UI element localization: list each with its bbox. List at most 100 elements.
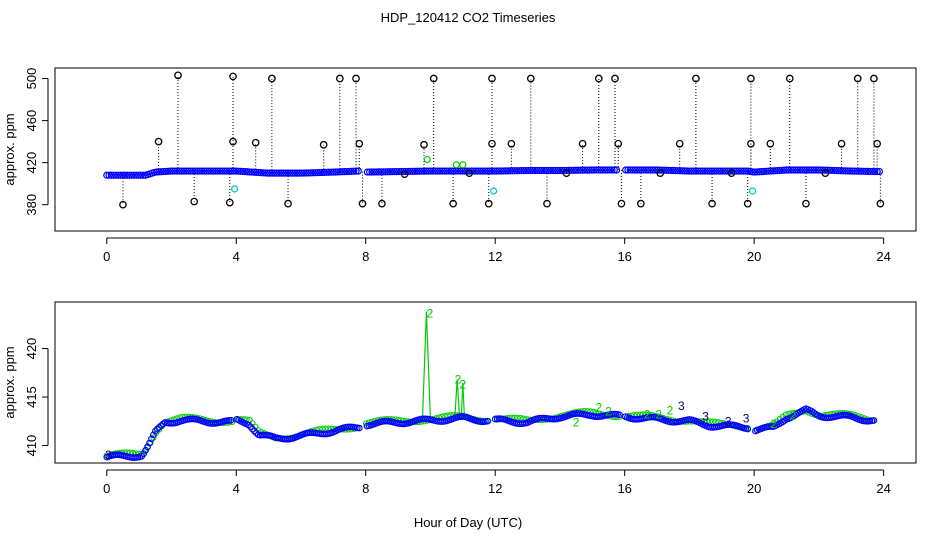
data-point [855,167,863,175]
point-label: 2 [770,417,777,431]
data-point [495,167,503,175]
data-point [504,167,512,175]
data-point [148,435,155,443]
data-point [205,167,213,175]
data-point [454,167,462,175]
data-point [207,167,215,175]
x-tick-label: 0 [103,249,110,264]
data-point [810,166,818,174]
data-point [744,425,752,433]
data-point [128,171,136,179]
y-tick-label: 420 [24,338,39,360]
data-point [293,169,301,177]
data-point [336,168,344,176]
data-point [198,167,206,175]
data-point [484,417,491,425]
data-point [175,167,183,175]
data-point [726,167,734,175]
x-axis-label: Hour of Day (UTC) [414,515,522,530]
data-point [708,167,716,175]
data-point [646,166,655,174]
point-label: 2 [459,377,466,391]
data-point [497,167,505,175]
data-point [295,169,303,177]
data-point [424,167,433,175]
secondary-point [129,449,137,457]
spike-point [488,74,496,83]
data-point [610,166,618,174]
spike-point [614,139,623,148]
data-point [506,167,514,175]
spike-point [507,139,516,148]
spike-point [420,140,428,149]
data-point [633,166,641,174]
data-point [375,168,383,176]
data-point [848,167,856,175]
data-point [470,167,478,175]
data-point [649,166,657,174]
data-point [372,168,381,176]
data-point [803,166,811,174]
data-point [769,167,777,175]
secondary-point [459,161,467,169]
cyan-spike-point [230,185,239,193]
data-point [236,167,245,175]
data-point [635,166,643,174]
data-point [866,167,874,176]
data-point [187,167,195,175]
spike-point [821,169,830,178]
point-label: 2 [790,408,797,422]
data-point [166,167,174,175]
data-point [873,167,881,176]
spike-point [400,170,409,179]
spike-point [766,139,775,148]
data-point [173,167,181,175]
data-point [846,167,854,175]
data-point [182,167,190,175]
spike-point [853,74,862,83]
cyan-spike-point [748,187,757,195]
data-point [245,168,254,176]
point-label: 2 [573,415,580,429]
data-point [291,169,299,177]
data-point [717,167,725,175]
data-point [443,167,451,175]
x-tick-label: 4 [233,249,240,264]
data-point [445,167,453,175]
data-point [696,167,705,175]
spike-point [747,139,755,148]
data-point [606,166,614,174]
figure-title: HDP_120412 CO2 Timeseries [381,10,556,25]
data-point [791,166,800,174]
data-point [415,167,424,175]
spike-point [656,169,665,178]
y-tick-label: 415 [24,386,39,408]
data-point [418,167,426,175]
data-point [517,167,526,175]
data-point [422,167,430,175]
x-tick-label: 16 [617,481,631,496]
data-point [379,168,387,176]
data-point [440,167,448,175]
data-point [678,167,686,175]
data-point [347,167,356,175]
data-point [218,167,226,175]
spike-point [119,200,127,209]
point-label: 2 [644,408,651,422]
data-point [764,167,773,175]
data-point [839,167,847,175]
data-point [411,167,419,175]
spike-point [526,74,535,83]
data-point [311,169,319,177]
spike-point [594,74,603,83]
data-point [488,167,496,175]
data-point [282,169,290,177]
data-point [225,167,233,175]
spike-point [319,140,328,149]
data-point [628,166,637,174]
data-point [737,167,745,175]
data-point [366,168,374,176]
spike-point [637,199,645,208]
data-point [221,167,229,175]
